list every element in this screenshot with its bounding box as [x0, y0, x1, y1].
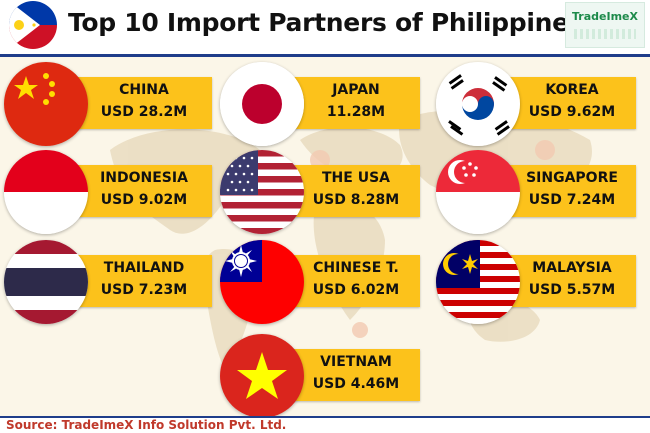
partner-value: USD 7.23M: [100, 282, 188, 298]
partner-card-chinese-taipei: CHINESE T. USD 6.02M: [220, 240, 420, 324]
partner-value: USD 6.02M: [312, 282, 400, 298]
partner-card-malaysia: MALAYSIA USD 5.57M: [436, 240, 636, 324]
tradeimex-logo: TradeImeX: [565, 2, 645, 48]
vietnam-flag-icon: [220, 334, 304, 418]
partner-card-china: CHINA USD 28.2M: [4, 62, 212, 146]
partner-value: USD 9.62M: [528, 104, 616, 120]
partner-value: USD 5.57M: [528, 282, 616, 298]
partner-name: CHINESE T.: [313, 260, 399, 276]
indonesia-flag-icon: [4, 150, 88, 234]
korea-flag-icon: [436, 62, 520, 146]
footer-bar: Source: TradeImeX Info Solution Pvt. Ltd…: [0, 418, 650, 433]
partner-value: USD 9.02M: [100, 192, 188, 208]
footer-rule: [0, 416, 650, 418]
logo-text: TradeImeX: [572, 10, 638, 23]
malaysia-flag-icon: [436, 240, 520, 324]
partner-name: SINGAPORE: [526, 170, 618, 186]
partner-value: USD 8.28M: [312, 192, 400, 208]
partner-value: USD 7.24M: [528, 192, 616, 208]
source-credit: Source: TradeImeX Info Solution Pvt. Ltd…: [6, 418, 287, 432]
taiwan-flag-icon: [220, 240, 304, 324]
japan-flag-icon: [220, 62, 304, 146]
usa-flag-icon: [220, 150, 304, 234]
partner-value: USD 4.46M: [312, 376, 400, 392]
partner-name: VIETNAM: [320, 354, 392, 370]
philippines-flag-icon: [9, 1, 57, 49]
partner-name: KOREA: [545, 82, 599, 98]
china-flag-icon: [4, 62, 88, 146]
singapore-flag-icon: [436, 150, 520, 234]
partner-name: INDONESIA: [100, 170, 188, 186]
page-title: Top 10 Import Partners of Philippines: [68, 8, 584, 37]
partner-card-singapore: SINGAPORE USD 7.24M: [436, 150, 636, 234]
header-bar: [0, 0, 650, 56]
partner-value: 11.28M: [326, 104, 386, 120]
partner-card-korea: KOREA USD 9.62M: [436, 62, 636, 146]
header-rule: [0, 54, 650, 57]
partner-card-thailand: THAILAND USD 7.23M: [4, 240, 212, 324]
partner-card-japan: JAPAN 11.28M: [220, 62, 420, 146]
partner-name: MALAYSIA: [532, 260, 612, 276]
thailand-flag-icon: [4, 240, 88, 324]
partner-name: THE USA: [322, 170, 390, 186]
partner-name: THAILAND: [103, 260, 185, 276]
partner-name: JAPAN: [332, 82, 380, 98]
partner-value: USD 28.2M: [100, 104, 188, 120]
partner-card-usa: THE USA USD 8.28M: [220, 150, 420, 234]
partner-card-vietnam: VIETNAM USD 4.46M: [220, 334, 420, 418]
partner-card-indonesia: INDONESIA USD 9.02M: [4, 150, 212, 234]
partner-name: CHINA: [119, 82, 169, 98]
